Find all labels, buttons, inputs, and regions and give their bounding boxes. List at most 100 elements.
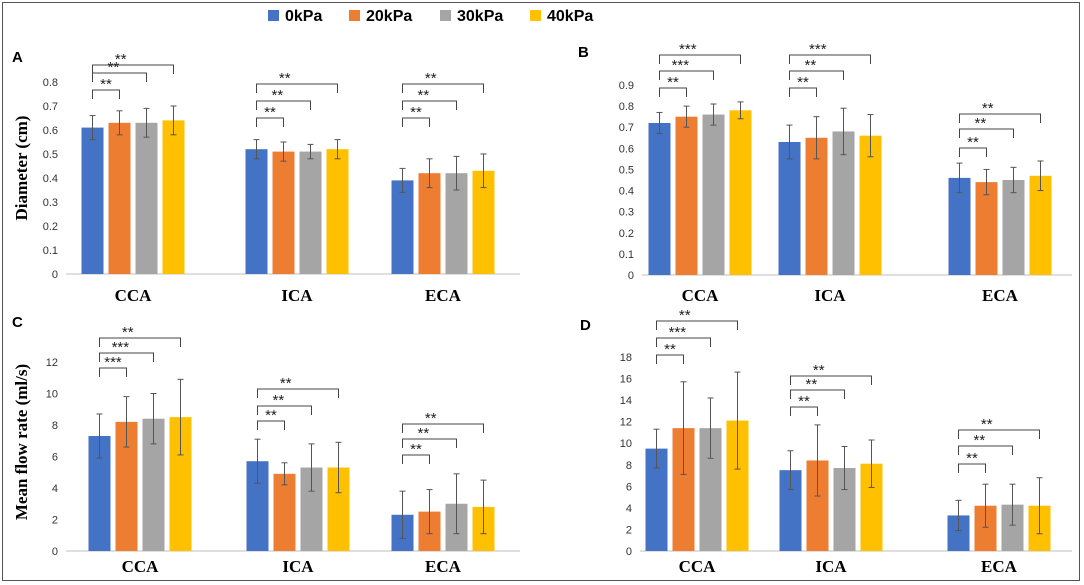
significance-bracket xyxy=(256,100,311,110)
significance-label: ** xyxy=(966,450,978,467)
panel-a: A Diameter (cm) 0 0.1 0.2 0.3 0.4 0.5 0.6 0.7 0.8 C… xyxy=(12,49,520,305)
significance-label: ** xyxy=(813,362,825,379)
panel-b: B00.10.20.30.40.50.60.70.80.9CCA********… xyxy=(578,41,1072,305)
bar-eca-30kpa xyxy=(1001,504,1024,551)
y-tick-label: 0.3 xyxy=(619,207,634,219)
significance-label: ** xyxy=(974,432,986,449)
legend-label-40kpa: 40kPa xyxy=(547,8,593,25)
bar-ica-40kpa xyxy=(327,467,350,551)
bar-cca-0kpa xyxy=(88,436,111,551)
significance-label: ** xyxy=(265,407,277,424)
significance-label: ** xyxy=(975,115,987,132)
legend-label-0kpa: 0kPa xyxy=(285,8,322,25)
significance-label: ** xyxy=(100,76,112,93)
significance-bracket xyxy=(256,83,338,93)
y-tick-label: 18 xyxy=(620,352,632,364)
y-tick-label: 0.4 xyxy=(43,173,58,185)
bar-cca-20kpa xyxy=(675,116,698,276)
significance-bracket xyxy=(92,72,147,82)
y-tick-label: 10 xyxy=(620,438,632,450)
significance-label: ** xyxy=(115,51,127,68)
bar-cca-0kpa xyxy=(645,448,668,551)
significance-label: ** xyxy=(664,341,676,358)
bar-ica-40kpa xyxy=(859,135,882,275)
significance-label: *** xyxy=(112,339,130,356)
significance-bracket xyxy=(99,337,181,347)
significance-bracket xyxy=(257,405,312,415)
panel-letter: C xyxy=(12,314,23,331)
significance-label: ** xyxy=(967,134,979,151)
significance-bracket xyxy=(402,100,457,110)
significance-bracket xyxy=(789,70,844,80)
y-tick-label: 0.8 xyxy=(43,77,58,89)
significance-label: ** xyxy=(280,375,292,392)
significance-bracket xyxy=(92,64,174,74)
y-tick-label: 0.1 xyxy=(619,249,634,261)
bar-ica-20kpa xyxy=(272,151,295,274)
y-tick-label: 0.2 xyxy=(619,228,634,240)
bar-eca-0kpa xyxy=(947,515,970,551)
bar-ica-40kpa xyxy=(326,149,349,274)
significance-label: *** xyxy=(104,354,122,371)
significance-label: ** xyxy=(264,104,276,121)
significance-label: *** xyxy=(809,41,827,58)
significance-label: ** xyxy=(122,324,134,341)
bar-cca-0kpa xyxy=(81,127,104,274)
significance-label: *** xyxy=(672,57,690,74)
category-label-eca: ECA xyxy=(982,286,1019,305)
significance-label: ** xyxy=(805,57,817,74)
legend-swatch-0kpa xyxy=(268,10,279,21)
significance-bracket xyxy=(257,420,285,430)
y-tick-label: 0.1 xyxy=(43,245,58,257)
legend-swatch-40kpa xyxy=(530,10,541,21)
significance-label: ** xyxy=(798,393,810,410)
bar-ica-20kpa xyxy=(806,460,829,551)
significance-bracket xyxy=(257,388,339,398)
bar-eca-30kpa xyxy=(445,173,468,274)
y-tick-label: 0.3 xyxy=(43,197,58,209)
significance-label: ** xyxy=(667,74,679,91)
significance-bracket xyxy=(402,117,430,127)
y-tick-label: 4 xyxy=(626,503,632,515)
y-tick-label: 0.9 xyxy=(619,80,634,92)
y-tick-label: 4 xyxy=(52,483,58,495)
significance-bracket xyxy=(402,83,484,93)
y-tick-label: 8 xyxy=(52,420,58,432)
significance-bracket xyxy=(659,54,741,64)
category-label-cca: CCA xyxy=(122,557,160,576)
bar-cca-20kpa xyxy=(672,428,695,551)
bar-cca-20kpa xyxy=(108,122,131,274)
significance-label: ** xyxy=(679,307,691,324)
y-axis-label: Mean flow rate (ml/s) xyxy=(12,364,31,520)
legend-swatch-20kpa xyxy=(349,10,360,21)
bar-ica-30kpa xyxy=(833,468,856,551)
y-tick-label: 0.7 xyxy=(43,101,58,113)
significance-bracket xyxy=(958,463,986,473)
bar-eca-0kpa xyxy=(391,180,414,274)
significance-label: ** xyxy=(425,410,437,427)
significance-bracket xyxy=(92,89,120,99)
significance-label: *** xyxy=(669,324,687,341)
significance-bracket xyxy=(656,354,684,364)
y-tick-label: 0.2 xyxy=(43,221,58,233)
y-tick-label: 0.4 xyxy=(619,186,634,198)
significance-bracket xyxy=(402,438,457,448)
bar-cca-0kpa xyxy=(648,123,671,275)
y-tick-label: 12 xyxy=(620,417,632,429)
bar-cca-30kpa xyxy=(699,428,722,551)
y-tick-label: 16 xyxy=(620,374,632,386)
significance-label: ** xyxy=(418,87,430,104)
category-label-ica: ICA xyxy=(282,557,314,576)
y-tick-label: 0.6 xyxy=(43,125,58,137)
significance-label: ** xyxy=(425,70,437,87)
bar-ica-0kpa xyxy=(779,470,802,551)
bar-eca-0kpa xyxy=(948,177,971,275)
significance-bracket xyxy=(790,406,818,416)
significance-bracket xyxy=(789,54,871,64)
significance-bracket xyxy=(402,454,430,464)
significance-bracket xyxy=(256,117,284,127)
category-label-eca: ECA xyxy=(425,557,462,576)
y-tick-label: 0 xyxy=(628,270,634,282)
y-tick-label: 0.5 xyxy=(43,149,58,161)
